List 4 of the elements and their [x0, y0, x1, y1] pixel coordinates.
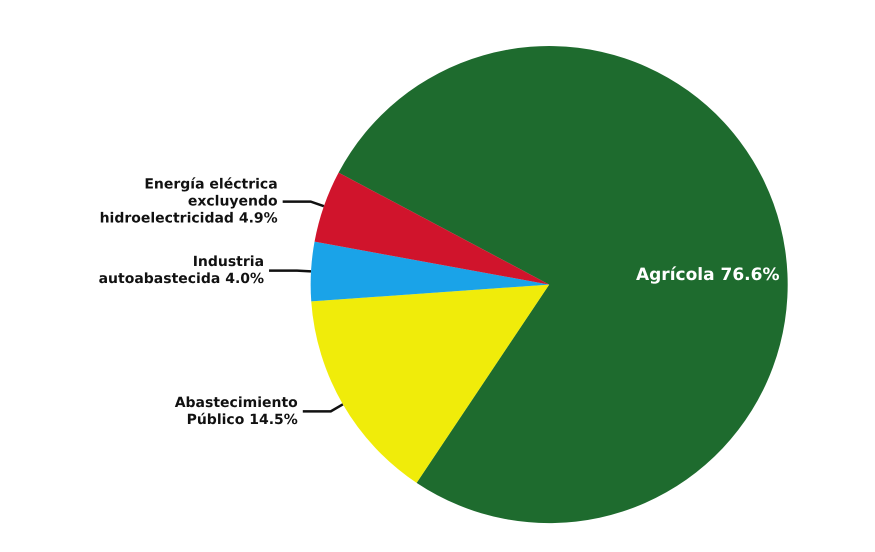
slice-label: Industria autoabastecida 4.0%	[98, 254, 264, 288]
slice-label: Energía eléctrica excluyendo hidroelectricidad 4.9%	[100, 176, 278, 227]
slice-label: Agrícola 76.6%	[636, 264, 780, 285]
slice-label: Abastecimiento Público 14.5%	[174, 394, 298, 428]
